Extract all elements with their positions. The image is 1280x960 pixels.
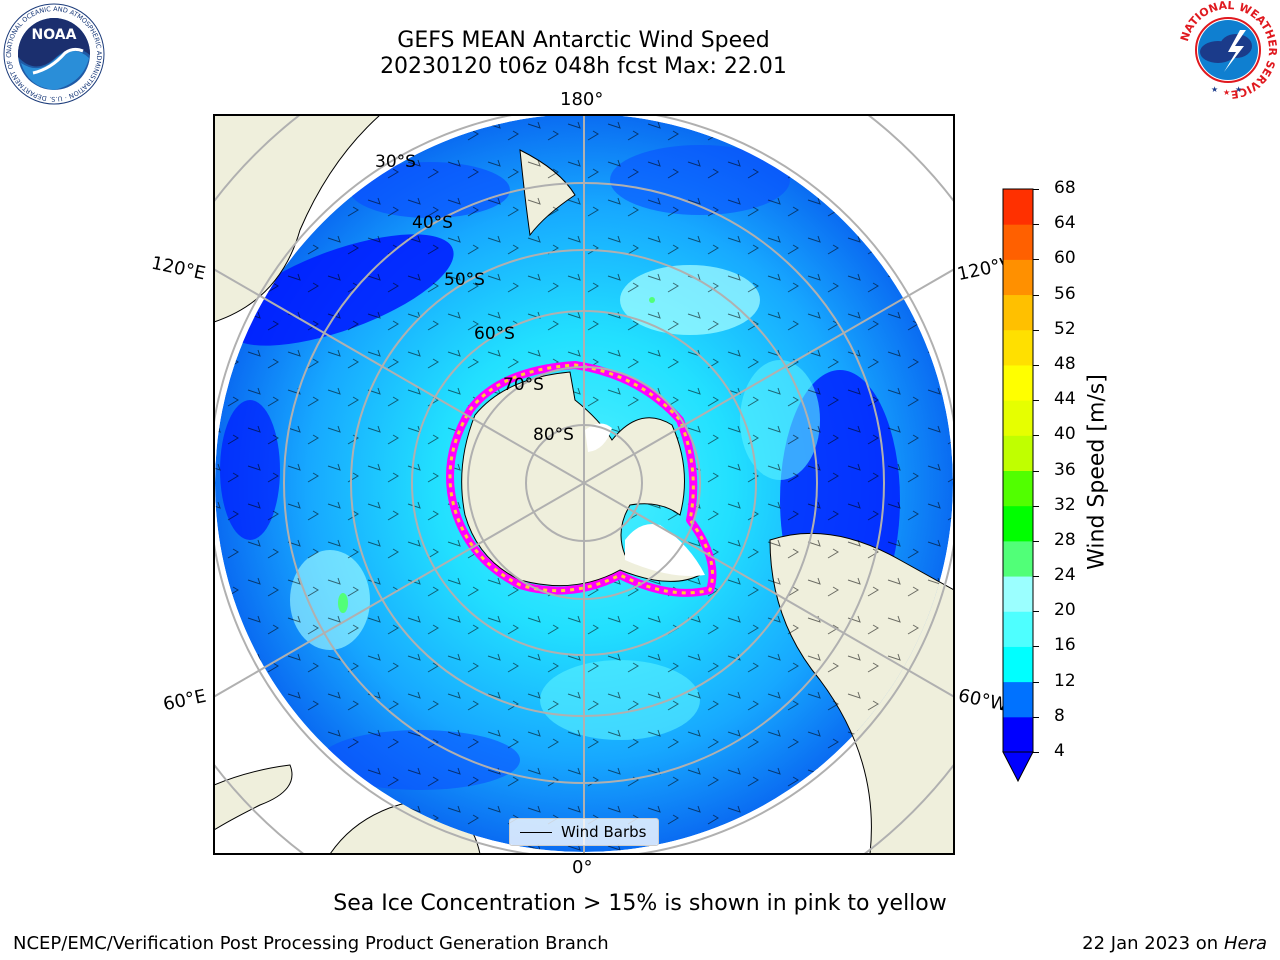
colorbar-tick-label: 16	[1054, 635, 1076, 656]
colorbar-bin	[1003, 329, 1033, 366]
colorbar-extend-arrow	[1002, 751, 1034, 783]
colorbar-tick-mark	[1033, 470, 1039, 472]
colorbar-tick-label: 40	[1054, 424, 1076, 445]
colorbar-tick-mark	[1033, 716, 1039, 718]
colorbar-tick-label: 24	[1054, 565, 1076, 586]
colorbar-bin	[1003, 224, 1033, 260]
colorbar-bin	[1003, 716, 1033, 753]
lat-label-50s: 50°S	[444, 270, 485, 290]
legend-line	[520, 832, 552, 833]
colorbar-tick-label: 20	[1054, 600, 1076, 621]
colorbar-tick-label: 56	[1054, 283, 1076, 304]
noaa-logo: NATIONAL OCEANIC AND ATMOSPHERIC ADMINIS…	[0, 0, 105, 105]
colorbar-tick-label: 32	[1054, 494, 1076, 515]
lat-label-80s: 80°S	[533, 425, 574, 445]
colorbar-bin	[1003, 505, 1033, 542]
svg-text:NOAA: NOAA	[32, 27, 77, 43]
lat-label-40s: 40°S	[412, 213, 453, 233]
colorbar-tick-mark	[1033, 224, 1039, 226]
lon-label-180: 180°	[560, 89, 604, 110]
colorbar-bin	[1003, 470, 1033, 507]
colorbar-tick-mark	[1033, 259, 1039, 261]
footer-date: 22 Jan 2023 on Hera	[1082, 933, 1267, 954]
colorbar-bin	[1003, 435, 1033, 471]
colorbar-bin	[1003, 189, 1033, 225]
colorbar-tick-mark	[1033, 576, 1039, 578]
colorbar-tick-mark	[1033, 189, 1039, 190]
svg-text:★: ★	[1235, 85, 1242, 94]
lon-label-120e: 120°E	[149, 252, 208, 285]
colorbar-tick-label: 68	[1054, 178, 1076, 198]
colorbar-label: Wind Speed [m/s]	[1084, 374, 1110, 570]
colorbar-tick-label: 48	[1054, 353, 1076, 374]
colorbar-tick-mark	[1033, 752, 1039, 753]
chart-subtitle: 20230120 t06z 048h fcst Max: 22.01	[380, 54, 787, 79]
colorbar-tick-label: 4	[1054, 741, 1065, 761]
colorbar-tick-label: 44	[1054, 389, 1076, 410]
caption: Sea Ice Concentration > 15% is shown in …	[333, 891, 947, 916]
colorbar-tick-mark	[1033, 329, 1039, 331]
colorbar-tick-mark	[1033, 294, 1039, 296]
svg-text:★: ★	[1223, 88, 1230, 97]
footer-date-text: 22 Jan 2023 on	[1082, 933, 1224, 954]
legend-label: Wind Barbs	[561, 823, 647, 841]
colorbar-bin	[1003, 259, 1033, 296]
colorbar-tick-mark	[1033, 435, 1039, 437]
colorbar-bin	[1003, 294, 1033, 331]
colorbar-tick-label: 12	[1054, 670, 1076, 691]
polar-map	[213, 114, 955, 855]
footer-host: Hera	[1223, 933, 1267, 954]
lon-label-0: 0°	[572, 857, 593, 878]
colorbar-tick-label: 60	[1054, 248, 1076, 269]
colorbar-bin	[1003, 681, 1033, 718]
colorbar-tick-label: 8	[1054, 705, 1065, 726]
sea-ice	[446, 361, 717, 597]
colorbar-tick-mark	[1033, 681, 1039, 683]
colorbar-tick-mark	[1033, 364, 1039, 366]
colorbar-bin	[1003, 400, 1033, 436]
svg-text:★: ★	[1211, 85, 1218, 94]
colorbar-tick-label: 28	[1054, 529, 1076, 550]
nws-logo: NATIONAL WEATHER SERVICE ★ ★ ★	[1178, 0, 1279, 101]
colorbar-tick-mark	[1033, 540, 1039, 542]
colorbar-bin	[1003, 364, 1033, 401]
colorbar-bin	[1003, 540, 1033, 577]
colorbar-tick-mark	[1033, 505, 1039, 507]
footer-credit: NCEP/EMC/Verification Post Processing Pr…	[13, 933, 609, 954]
colorbar-tick-label: 36	[1054, 459, 1076, 480]
lat-label-30s: 30°S	[375, 152, 416, 172]
colorbar-bin	[1003, 611, 1033, 647]
graticule	[214, 115, 954, 854]
lat-label-60s: 60°S	[474, 324, 515, 344]
colorbar-tick-label: 52	[1054, 318, 1076, 339]
colorbar	[1002, 188, 1034, 783]
colorbar-tick-mark	[1033, 611, 1039, 613]
wind-barbs-legend: Wind Barbs	[509, 818, 659, 846]
chart-title: GEFS MEAN Antarctic Wind Speed	[397, 28, 770, 53]
lat-label-70s: 70°S	[503, 375, 544, 395]
map-frame	[213, 114, 955, 855]
colorbar-tick-mark	[1033, 400, 1039, 402]
lon-label-60e: 60°E	[161, 685, 208, 716]
colorbar-tick-mark	[1033, 646, 1039, 648]
colorbar-bin	[1003, 576, 1033, 612]
colorbar-tick-label: 64	[1054, 213, 1076, 234]
colorbar-bin	[1003, 646, 1033, 683]
